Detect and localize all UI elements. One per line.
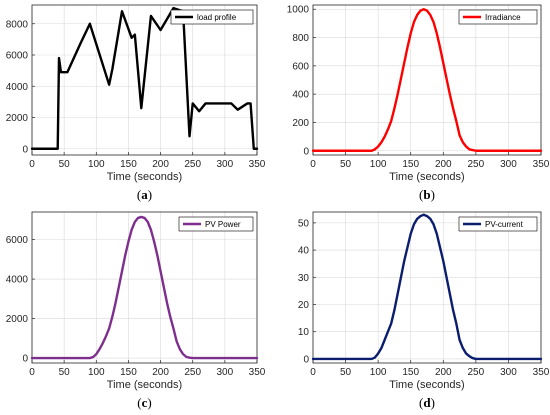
- y-tick-label: 2000: [6, 113, 29, 124]
- x-tick-label: 200: [152, 367, 169, 378]
- x-tick-label: 350: [533, 159, 550, 170]
- legend-box: [458, 9, 538, 25]
- legend-label: load profile: [197, 13, 237, 22]
- y-tick-label: 200: [292, 118, 309, 129]
- y-tick-label: 4000: [6, 82, 29, 93]
- series-line-3: [311, 213, 543, 361]
- x-tick-label: 250: [468, 159, 485, 170]
- x-tick-label: 50: [340, 367, 352, 378]
- legend-box: [170, 9, 254, 25]
- x-tick-label: 100: [88, 367, 105, 378]
- axes-frame: [312, 4, 542, 156]
- legend: PV-current: [458, 216, 538, 232]
- x-tick-label: 100: [370, 367, 387, 378]
- x-tick-label: 250: [184, 367, 201, 378]
- x-tick-label: 150: [402, 159, 419, 170]
- x-tick-label: 350: [249, 159, 266, 170]
- y-tick-label: 0: [22, 354, 28, 365]
- legend-label: PV Power: [205, 220, 241, 229]
- x-tick-label: 150: [402, 367, 419, 378]
- legend-box: [178, 216, 254, 232]
- chart-panel-a: 0 50 100 150 200 250 300 350 0 2000 4000 6000 8000 lo…: [6, 4, 266, 202]
- x-tick-label: 50: [59, 159, 71, 170]
- plot-area: [32, 212, 257, 363]
- chart-panel-c: 0 50 100 150 200 250 300 350 0 2000 4000 6000 PV Pow…: [6, 211, 266, 410]
- y-tick-label: 6000: [6, 51, 29, 62]
- x-tick-label: 300: [500, 159, 517, 170]
- x-tick-label: 50: [59, 367, 71, 378]
- x-tick-label: 0: [310, 367, 316, 378]
- y-tick-label: 20: [298, 300, 310, 311]
- y-tick-label: 600: [292, 61, 309, 72]
- x-tick-label: 0: [310, 159, 316, 170]
- x-tick-label: 0: [29, 159, 35, 170]
- x-tick-label: 300: [217, 367, 234, 378]
- x-axis-label: Time (seconds): [107, 379, 182, 391]
- y-tick-label: 4000: [6, 275, 29, 286]
- x-tick-label: 0: [29, 367, 35, 378]
- panel-label: (c): [137, 395, 151, 410]
- series-line-0: [30, 6, 259, 150]
- legend: Irradiance: [458, 9, 538, 25]
- y-tick-label: 0: [303, 146, 309, 157]
- x-tick-label: 100: [370, 159, 387, 170]
- x-tick-label: 350: [249, 367, 266, 378]
- x-tick-label: 200: [435, 367, 452, 378]
- x-tick-label: 50: [340, 159, 352, 170]
- legend-label: PV-current: [485, 220, 524, 229]
- axes-frame: [31, 4, 258, 156]
- x-tick-label: 250: [184, 159, 201, 170]
- y-tick-label: 6000: [6, 235, 29, 246]
- x-tick-label: 200: [435, 159, 452, 170]
- y-tick-label: 30: [298, 273, 310, 284]
- x-tick-label: 150: [120, 367, 137, 378]
- y-tick-label: 2000: [6, 314, 29, 325]
- x-tick-label: 250: [468, 367, 485, 378]
- y-tick-label: 0: [303, 354, 309, 365]
- y-tick-label: 800: [292, 33, 309, 44]
- y-tick-label: 50: [298, 218, 310, 229]
- y-tick-label: 10: [298, 327, 310, 338]
- legend: PV Power: [178, 216, 254, 232]
- x-tick-label: 200: [152, 159, 169, 170]
- legend-box: [458, 216, 538, 232]
- panel-label: (d): [419, 395, 435, 410]
- y-tick-label: 400: [292, 90, 309, 101]
- chart-panel-b: 0 50 100 150 200 250 300 350 0 200 400 600 800 1000 Ir…: [287, 4, 550, 202]
- x-axis-label: Time (seconds): [389, 171, 464, 183]
- series-line-2: [30, 215, 259, 360]
- legend: load profile: [170, 9, 254, 25]
- x-tick-label: 300: [500, 367, 517, 378]
- panel-label: (a): [137, 187, 152, 202]
- x-tick-label: 300: [217, 159, 234, 170]
- x-tick-label: 150: [120, 159, 137, 170]
- chart-panel-d: 0 50 100 150 200 250 300 350 0 10 20 30 40 50 PV-curre…: [298, 211, 550, 410]
- y-tick-label: 1000: [287, 5, 310, 16]
- y-tick-label: 8000: [6, 19, 29, 30]
- series-line-1: [311, 8, 543, 152]
- x-axis-label: Time (seconds): [389, 379, 464, 391]
- y-tick-label: 0: [22, 144, 28, 155]
- x-axis-label: Time (seconds): [107, 171, 182, 183]
- legend-label: Irradiance: [485, 13, 521, 22]
- plot-area: [313, 5, 541, 155]
- plot-area: [313, 212, 541, 363]
- panel-label: (b): [419, 187, 435, 202]
- x-tick-label: 350: [533, 367, 550, 378]
- axes-frame: [312, 211, 542, 364]
- y-tick-label: 40: [298, 246, 310, 257]
- axes-frame: [31, 211, 258, 364]
- x-tick-label: 100: [88, 159, 105, 170]
